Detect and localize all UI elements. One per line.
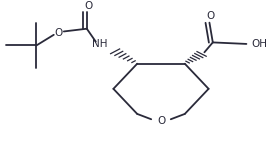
Text: O: O	[157, 116, 165, 126]
Text: OH: OH	[251, 39, 267, 49]
Text: O: O	[55, 28, 63, 38]
Text: O: O	[84, 1, 92, 11]
Text: O: O	[207, 11, 215, 21]
Text: NH: NH	[92, 39, 108, 49]
